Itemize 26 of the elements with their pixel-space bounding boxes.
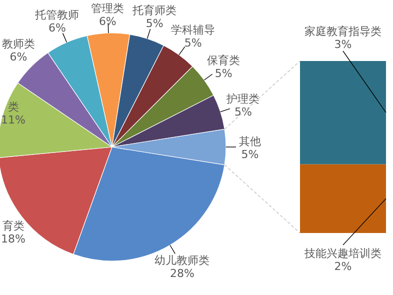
data-label: 3%	[334, 38, 352, 51]
slice-label: 育类	[2, 220, 24, 233]
data-label: 5%	[234, 105, 252, 118]
slice-label: 类	[8, 100, 19, 114]
slice-label: 管理类	[91, 2, 124, 15]
slice-label: 学科辅导	[171, 23, 216, 36]
slice-label: 保育类	[207, 54, 240, 67]
slice-label: 教师类	[2, 37, 35, 50]
data-label: 6%	[98, 15, 116, 28]
slice-label: 其他	[239, 135, 261, 148]
text: 家庭教育指导类	[304, 25, 382, 38]
data-label: 5%	[214, 66, 232, 80]
data-label: 6%	[10, 50, 28, 64]
slice-label: 护理类	[226, 92, 260, 106]
data-label: 6%	[48, 21, 66, 34]
data-label: 18%	[1, 232, 26, 246]
series-label: 技能兴趣培训类	[304, 247, 382, 260]
data-label: 5%	[184, 36, 202, 50]
data-label: 2%	[334, 260, 352, 273]
slice-label: 幼儿教师类	[154, 254, 210, 267]
data-label: 5%	[241, 148, 259, 161]
data-label: 5%	[146, 16, 164, 30]
data-label: 28%	[170, 266, 194, 280]
slice-label: 托育师类	[132, 4, 177, 17]
slice-label: 托管教师	[34, 8, 80, 22]
data-label: 11%	[1, 114, 26, 127]
